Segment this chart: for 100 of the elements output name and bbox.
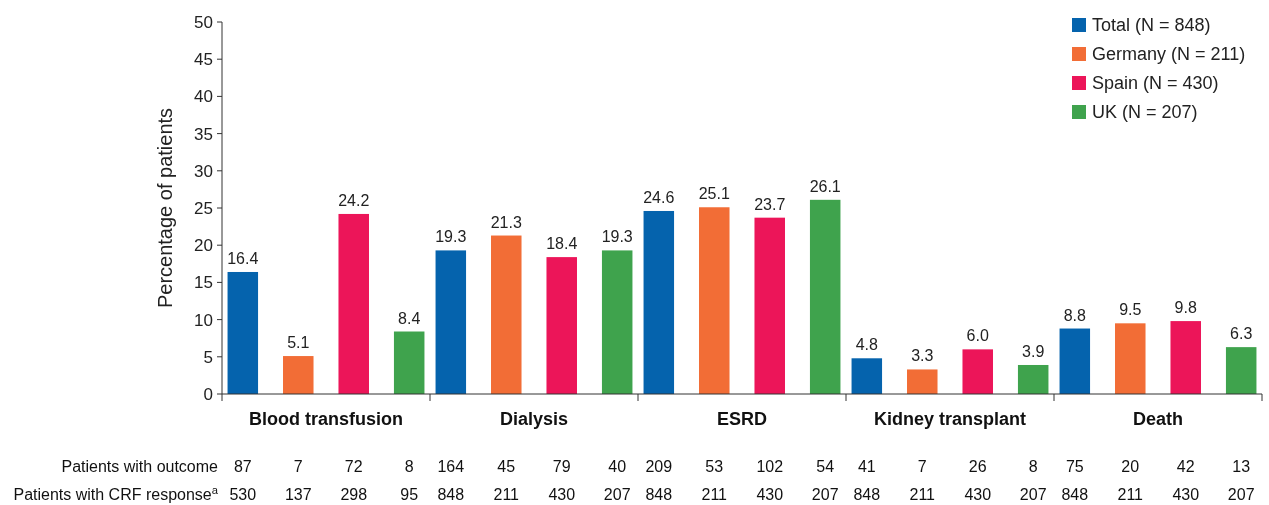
legend-label: Total (N = 848) [1092, 15, 1211, 36]
text: 8.4 [398, 309, 421, 327]
bar [851, 358, 883, 394]
x-tick-label: Kidney transplant [873, 409, 1027, 429]
text: 45 [497, 458, 516, 475]
text: 72 [344, 458, 363, 475]
text: Patients with CRF response$^{a}$ [13, 484, 219, 503]
bar [962, 349, 993, 394]
text: 848 [1061, 486, 1089, 503]
text: 164 [437, 458, 465, 475]
y-tick-label: 50 [194, 12, 213, 32]
text: 211 [493, 486, 520, 503]
text: 8.8 [1063, 306, 1086, 324]
text: 211 [909, 486, 936, 503]
text: 40 [608, 458, 627, 475]
text: 430 [548, 486, 576, 503]
text: 430 [756, 486, 784, 503]
bar [491, 235, 522, 394]
text: 298 [340, 486, 368, 503]
bar [601, 250, 633, 394]
text: 20 [1121, 458, 1140, 475]
bar [1059, 328, 1091, 394]
x-tick-label: Dialysis [499, 409, 569, 429]
text: 75 [1065, 458, 1084, 475]
text: 79 [552, 458, 571, 475]
text: 430 [964, 486, 992, 503]
y-tick-label: 10 [194, 310, 213, 330]
y-tick-label: 5 [203, 347, 213, 367]
y-tick-label: 45 [194, 50, 213, 70]
text: 41 [857, 458, 876, 475]
y-tick-label: 15 [194, 273, 213, 293]
legend-label: Germany (N = 211) [1092, 44, 1246, 65]
text: 21.3 [490, 213, 522, 231]
text: 6.0 [966, 327, 989, 345]
text: 18.4 [546, 235, 578, 253]
text: 137 [284, 486, 312, 503]
text: 102 [756, 458, 784, 475]
text: 19.3 [435, 228, 467, 246]
text: 209 [645, 458, 673, 475]
bar [809, 199, 841, 394]
text: 430 [1172, 486, 1200, 503]
text: 13 [1232, 458, 1251, 475]
text: 848 [437, 486, 465, 503]
y-tick-label: 35 [194, 124, 213, 144]
y-axis-title: Percentage of patients [154, 107, 176, 309]
bar [699, 207, 730, 394]
x-tick-label: ESRD [716, 409, 768, 429]
text: 207 [811, 486, 839, 503]
text: 9.8 [1174, 299, 1197, 317]
legend-label: UK (N = 207) [1092, 102, 1198, 123]
text: 25.1 [698, 185, 730, 203]
text: 207 [1019, 486, 1047, 503]
text: 207 [1227, 486, 1255, 503]
text: 54 [816, 458, 835, 475]
x-tick-label: Death [1132, 409, 1184, 429]
text: 24.2 [338, 191, 370, 209]
y-tick-label: 30 [194, 161, 213, 181]
bar [435, 250, 467, 394]
text: 6.3 [1230, 325, 1253, 343]
y-tick-label: 0 [203, 384, 213, 404]
text: Patients with outcome [61, 458, 219, 475]
text: 24.6 [643, 188, 675, 206]
text: 8 [404, 458, 414, 475]
bar [1170, 321, 1201, 394]
text: 211 [1117, 486, 1144, 503]
bar [1225, 347, 1257, 394]
text: 4.8 [855, 336, 878, 354]
legend-label: Spain (N = 430) [1092, 73, 1219, 94]
text: 16.4 [227, 249, 259, 267]
text: 3.3 [911, 347, 934, 365]
text: 7 [917, 458, 927, 475]
text: 42 [1176, 458, 1195, 475]
bar [643, 210, 675, 394]
bar [283, 356, 314, 394]
text: 95 [400, 486, 419, 503]
text: 26 [968, 458, 987, 475]
text: 7 [293, 458, 303, 475]
text: 207 [603, 486, 631, 503]
text: 23.7 [754, 195, 786, 213]
y-tick-label: 40 [194, 87, 213, 107]
text: 8 [1028, 458, 1038, 475]
bar [754, 217, 785, 394]
bar [393, 331, 425, 394]
text: 211 [701, 486, 728, 503]
text: 848 [853, 486, 881, 503]
bar [1115, 323, 1146, 394]
text: 9.5 [1119, 301, 1142, 319]
text: 3.9 [1022, 342, 1045, 360]
bar [546, 257, 577, 394]
text: 19.3 [601, 228, 633, 246]
bar [338, 213, 369, 394]
bar [907, 369, 938, 394]
x-tick-label: Blood transfusion [249, 409, 403, 429]
text: 26.1 [809, 177, 841, 195]
text: 848 [645, 486, 673, 503]
text: 53 [705, 458, 724, 475]
y-tick-label: 25 [194, 198, 213, 218]
bar [227, 271, 259, 394]
text: 87 [233, 458, 252, 475]
text: 530 [229, 486, 257, 503]
